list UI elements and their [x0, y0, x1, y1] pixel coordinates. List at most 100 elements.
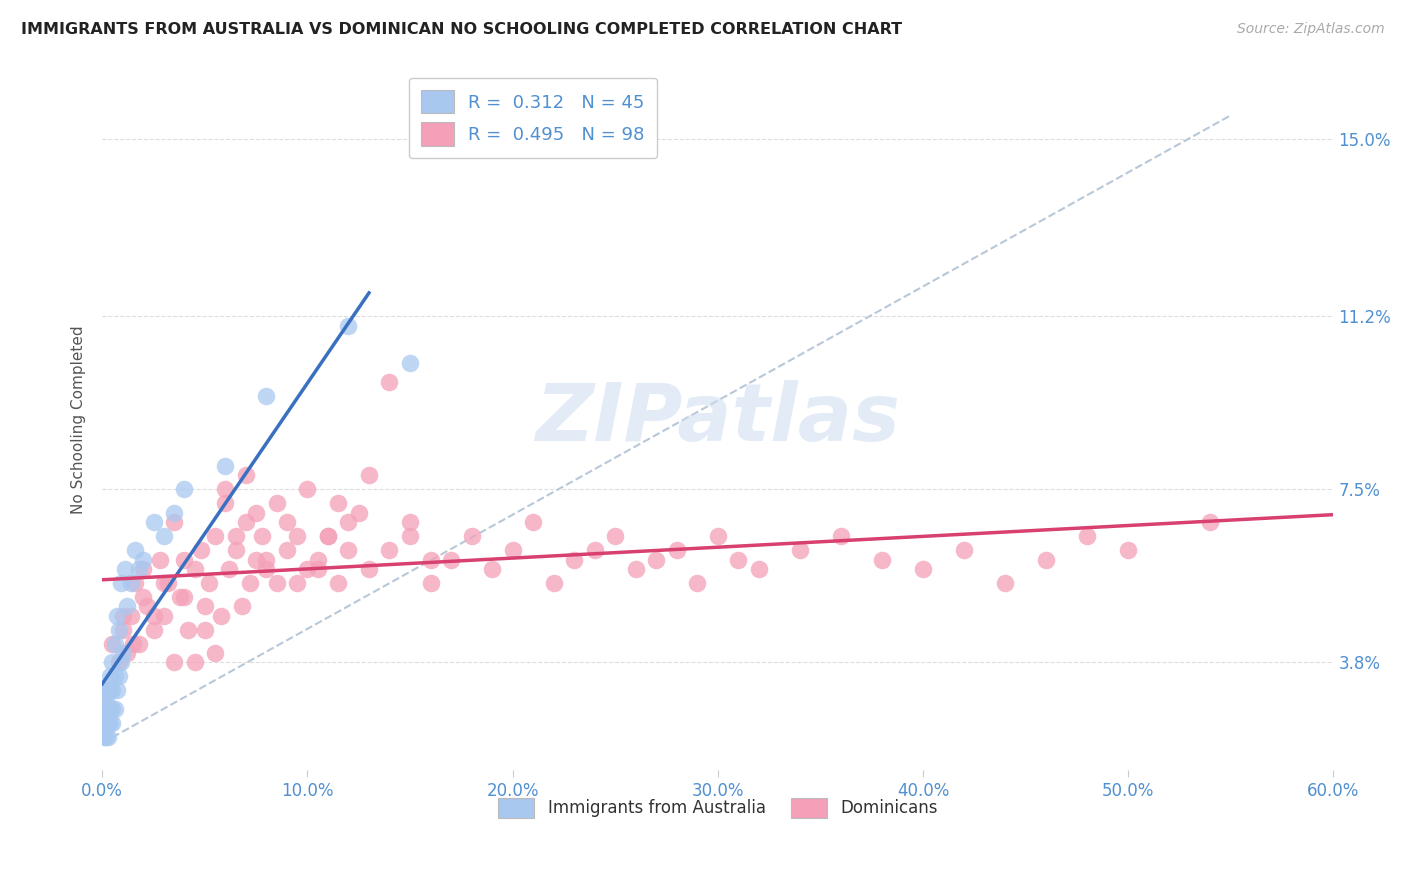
- Point: [254, 552, 277, 566]
- Point: [297, 562, 319, 576]
- Point: [1116, 543, 1139, 558]
- Point: [399, 356, 422, 370]
- Point: [173, 483, 195, 497]
- Point: [101, 716, 124, 731]
- Point: [115, 599, 138, 614]
- Text: ZIPatlas: ZIPatlas: [536, 380, 900, 458]
- Point: [285, 576, 308, 591]
- Point: [645, 552, 668, 566]
- Point: [440, 552, 463, 566]
- Point: [522, 515, 544, 529]
- Point: [163, 656, 186, 670]
- Point: [307, 552, 329, 566]
- Point: [96, 716, 118, 731]
- Point: [96, 702, 118, 716]
- Point: [502, 543, 524, 558]
- Point: [297, 483, 319, 497]
- Point: [870, 552, 893, 566]
- Point: [204, 529, 226, 543]
- Point: [953, 543, 976, 558]
- Point: [209, 608, 232, 623]
- Point: [419, 552, 441, 566]
- Point: [994, 576, 1017, 591]
- Point: [93, 716, 115, 731]
- Point: [142, 608, 165, 623]
- Point: [97, 683, 120, 698]
- Point: [97, 702, 120, 716]
- Point: [214, 496, 236, 510]
- Point: [347, 506, 370, 520]
- Point: [93, 731, 115, 745]
- Point: [103, 637, 125, 651]
- Point: [266, 576, 288, 591]
- Point: [177, 623, 200, 637]
- Point: [128, 637, 150, 651]
- Point: [328, 496, 350, 510]
- Y-axis label: No Schooling Completed: No Schooling Completed: [72, 325, 86, 514]
- Point: [583, 543, 606, 558]
- Point: [152, 576, 174, 591]
- Point: [169, 590, 191, 604]
- Point: [1035, 552, 1057, 566]
- Point: [285, 529, 308, 543]
- Point: [198, 576, 221, 591]
- Point: [218, 562, 240, 576]
- Point: [96, 731, 118, 745]
- Point: [107, 669, 129, 683]
- Point: [911, 562, 934, 576]
- Point: [101, 702, 124, 716]
- Point: [105, 683, 128, 698]
- Point: [101, 656, 124, 670]
- Point: [115, 646, 138, 660]
- Point: [307, 562, 329, 576]
- Point: [204, 646, 226, 660]
- Point: [543, 576, 565, 591]
- Point: [111, 608, 134, 623]
- Point: [103, 669, 125, 683]
- Point: [152, 529, 174, 543]
- Point: [122, 637, 145, 651]
- Point: [624, 562, 647, 576]
- Point: [254, 562, 277, 576]
- Point: [357, 468, 380, 483]
- Point: [163, 506, 186, 520]
- Point: [214, 483, 236, 497]
- Point: [707, 529, 730, 543]
- Point: [107, 623, 129, 637]
- Point: [132, 552, 155, 566]
- Point: [100, 716, 122, 731]
- Point: [357, 562, 380, 576]
- Point: [748, 562, 770, 576]
- Point: [605, 529, 627, 543]
- Point: [97, 716, 120, 731]
- Point: [101, 683, 124, 698]
- Point: [337, 318, 360, 333]
- Point: [254, 389, 277, 403]
- Point: [183, 656, 205, 670]
- Point: [124, 543, 146, 558]
- Point: [481, 562, 503, 576]
- Point: [101, 637, 124, 651]
- Point: [830, 529, 852, 543]
- Point: [225, 529, 247, 543]
- Point: [337, 515, 360, 529]
- Point: [1076, 529, 1098, 543]
- Point: [245, 552, 267, 566]
- Point: [378, 375, 401, 389]
- Text: IMMIGRANTS FROM AUSTRALIA VS DOMINICAN NO SCHOOLING COMPLETED CORRELATION CHART: IMMIGRANTS FROM AUSTRALIA VS DOMINICAN N…: [21, 22, 903, 37]
- Point: [194, 623, 217, 637]
- Text: Source: ZipAtlas.com: Source: ZipAtlas.com: [1237, 22, 1385, 37]
- Point: [399, 529, 422, 543]
- Point: [152, 608, 174, 623]
- Point: [266, 496, 288, 510]
- Point: [252, 529, 274, 543]
- Point: [105, 608, 128, 623]
- Point: [239, 576, 262, 591]
- Point: [245, 506, 267, 520]
- Point: [235, 468, 257, 483]
- Point: [1199, 515, 1222, 529]
- Legend: Immigrants from Australia, Dominicans: Immigrants from Australia, Dominicans: [491, 791, 945, 825]
- Point: [214, 458, 236, 473]
- Point: [132, 562, 155, 576]
- Point: [96, 693, 118, 707]
